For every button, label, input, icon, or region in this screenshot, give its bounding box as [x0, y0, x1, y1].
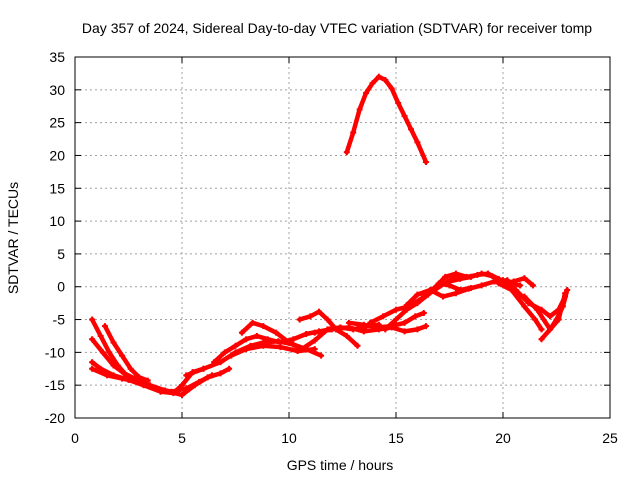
y-tick-label: 5: [57, 246, 65, 262]
x-tick-label: 20: [495, 430, 511, 446]
y-tick-label: -20: [45, 410, 65, 426]
y-tick-label: 20: [49, 147, 65, 163]
y-tick-label: 15: [49, 180, 65, 196]
axis-ticks: 0 5 10 15 20 25 -20 -15 -10 -5 0 5 10 15 20 25 30 35: [45, 49, 618, 446]
x-tick-label: 15: [388, 430, 404, 446]
series-track-5: [89, 359, 206, 396]
x-tick-label: 5: [178, 430, 186, 446]
y-tick-label: -10: [45, 344, 65, 360]
x-axis-label: GPS time / hours: [287, 457, 394, 473]
y-tick-label: 30: [49, 82, 65, 98]
x-tick-label: 0: [71, 430, 79, 446]
x-tick-label: 10: [281, 430, 297, 446]
y-tick-label: 25: [49, 115, 65, 131]
grid: [75, 57, 610, 418]
y-tick-label: 10: [49, 213, 65, 229]
y-tick-label: 35: [49, 49, 65, 65]
chart-title: Day 357 of 2024, Sidereal Day-to-day VTE…: [82, 20, 592, 36]
data-series: [89, 73, 571, 399]
x-tick-label: 25: [602, 430, 618, 446]
plot-frame: [74, 56, 611, 419]
y-axis-label: SDTVAR / TECUs: [5, 182, 21, 294]
y-tick-label: -5: [53, 312, 66, 328]
y-tick-label: -15: [45, 377, 65, 393]
y-tick-label: 0: [57, 279, 65, 295]
